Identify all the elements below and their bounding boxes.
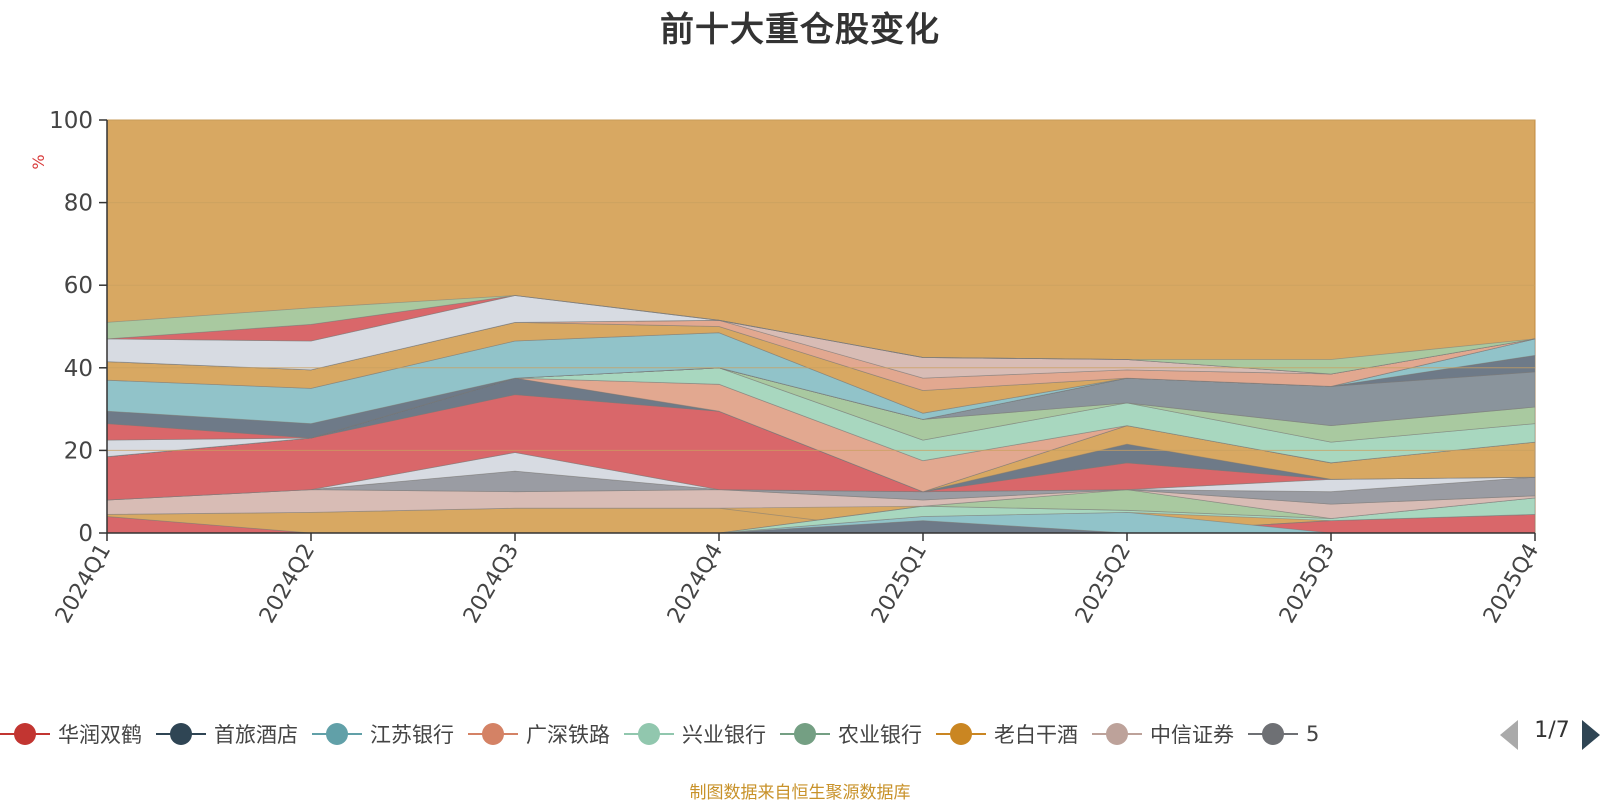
legend-item-label: 华润双鹤 <box>58 723 142 747</box>
legend-next-icon[interactable] <box>1582 720 1600 750</box>
legend-marker-icon <box>0 722 50 746</box>
legend-item-label: 中信证券 <box>1150 723 1234 747</box>
legend-pager: 1/7 <box>1500 716 1600 752</box>
legend-item[interactable]: 广深铁路 <box>468 712 610 756</box>
area-band-27 <box>106 295 1536 375</box>
legend-item-label: 首旅酒店 <box>214 723 298 747</box>
legend-marker-icon <box>468 722 518 746</box>
legend-item[interactable]: 首旅酒店 <box>156 712 298 756</box>
legend-marker-icon <box>624 722 674 746</box>
legend-item-label: 农业银行 <box>838 723 922 747</box>
y-tick-label: 40 <box>64 356 93 382</box>
legend-item-label: 5 <box>1306 722 1320 746</box>
x-tick-label: 2025Q2 <box>1071 540 1136 628</box>
legend-item[interactable]: 华润双鹤 <box>0 712 142 756</box>
legend-marker-icon <box>156 722 206 746</box>
legend-item[interactable]: 江苏银行 <box>312 712 454 756</box>
legend-item-label: 兴业银行 <box>682 723 766 747</box>
legend-item-label: 老白干酒 <box>994 723 1078 747</box>
legend-item[interactable]: 兴业银行 <box>624 712 766 756</box>
source-note: 制图数据来自恒生聚源数据库 <box>689 783 911 803</box>
legend-marker-icon <box>312 722 362 746</box>
legend-item-label: 江苏银行 <box>370 723 454 747</box>
y-tick-label: 100 <box>49 108 93 134</box>
chart-title: 前十大重仓股变化 <box>660 10 940 50</box>
legend-prev-icon[interactable] <box>1500 720 1518 750</box>
x-tick-label: 2024Q1 <box>51 540 116 628</box>
y-tick-label: 80 <box>64 191 93 217</box>
x-tick-label: 2025Q3 <box>1275 540 1340 628</box>
legend-item[interactable]: 老白干酒 <box>936 712 1078 756</box>
y-tick-label: 20 <box>64 438 93 464</box>
x-tick-label: 2025Q1 <box>867 540 932 628</box>
y-axis-label: % <box>29 154 48 169</box>
legend: 华润双鹤 首旅酒店 江苏银行 广深铁路 兴业银行 农业银行 老白干酒 中信证券 5 <box>0 712 1470 756</box>
legend-item[interactable]: 中信证券 <box>1092 712 1234 756</box>
x-tick-label: 2024Q2 <box>255 540 320 628</box>
legend-page-indicator: 1/7 <box>1534 718 1570 743</box>
legend-marker-icon <box>780 722 830 746</box>
legend-item[interactable]: 农业银行 <box>780 712 922 756</box>
y-tick-label: 60 <box>64 273 93 299</box>
legend-item[interactable]: 5 <box>1248 712 1319 756</box>
legend-item-label: 广深铁路 <box>526 723 610 747</box>
legend-marker-icon <box>936 722 986 746</box>
legend-marker-icon <box>1248 722 1298 746</box>
x-tick-label: 2024Q4 <box>663 540 728 628</box>
y-tick-label: 0 <box>78 521 93 547</box>
x-tick-label: 2024Q3 <box>459 540 524 628</box>
legend-marker-icon <box>1092 722 1142 746</box>
x-tick-label: 2025Q4 <box>1479 540 1544 628</box>
chart-area: 0 20 40 60 80 100 2024Q1 2024Q2 2024Q3 2024Q4 2025… <box>29 108 1544 628</box>
